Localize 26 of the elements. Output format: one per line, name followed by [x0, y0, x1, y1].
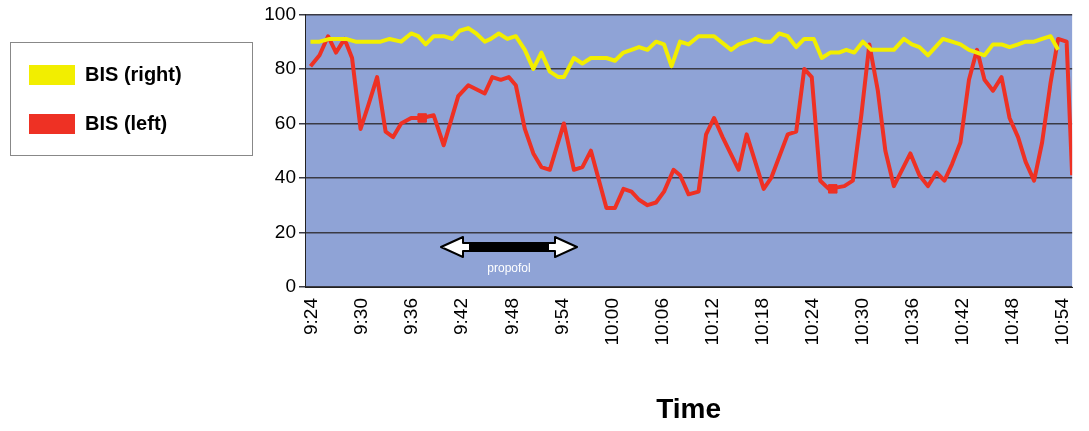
x-tick-label: 10:30: [851, 298, 873, 346]
x-tick-label: 10:54: [1051, 297, 1073, 346]
x-tick-label: 10:12: [700, 298, 722, 346]
x-tick-label: 9:54: [550, 297, 572, 335]
x-tick-label: 10:42: [951, 298, 973, 346]
annotation: propofol: [487, 261, 531, 276]
x-tick-label: 9:30: [350, 298, 372, 335]
x-tick-label: 9:24: [300, 297, 322, 335]
legend-label: BIS (right): [85, 63, 182, 86]
x-tick-label: 9:36: [400, 298, 422, 335]
x-tick-label: 9:48: [500, 298, 522, 335]
x-tick-label: 10:18: [750, 298, 772, 346]
y-tick-label: 20: [274, 220, 296, 242]
x-tick-label: 10:06: [650, 298, 672, 346]
x-tick-label: 10:36: [901, 298, 923, 346]
x-tick-label: 10:48: [1001, 298, 1023, 346]
y-tick-label: 40: [274, 166, 296, 188]
y-tick-label: 80: [274, 57, 296, 79]
legend-label: BIS (left): [85, 112, 168, 135]
x-tick-label: 10:00: [600, 298, 622, 346]
x-axis-title: Time: [656, 392, 721, 424]
y-tick-label: 0: [285, 275, 296, 297]
x-tick-label: 10:24: [800, 297, 822, 346]
x-tick-label: 9:42: [450, 298, 472, 335]
y-tick-label: 100: [264, 2, 296, 24]
y-tick-label: 60: [274, 111, 296, 133]
